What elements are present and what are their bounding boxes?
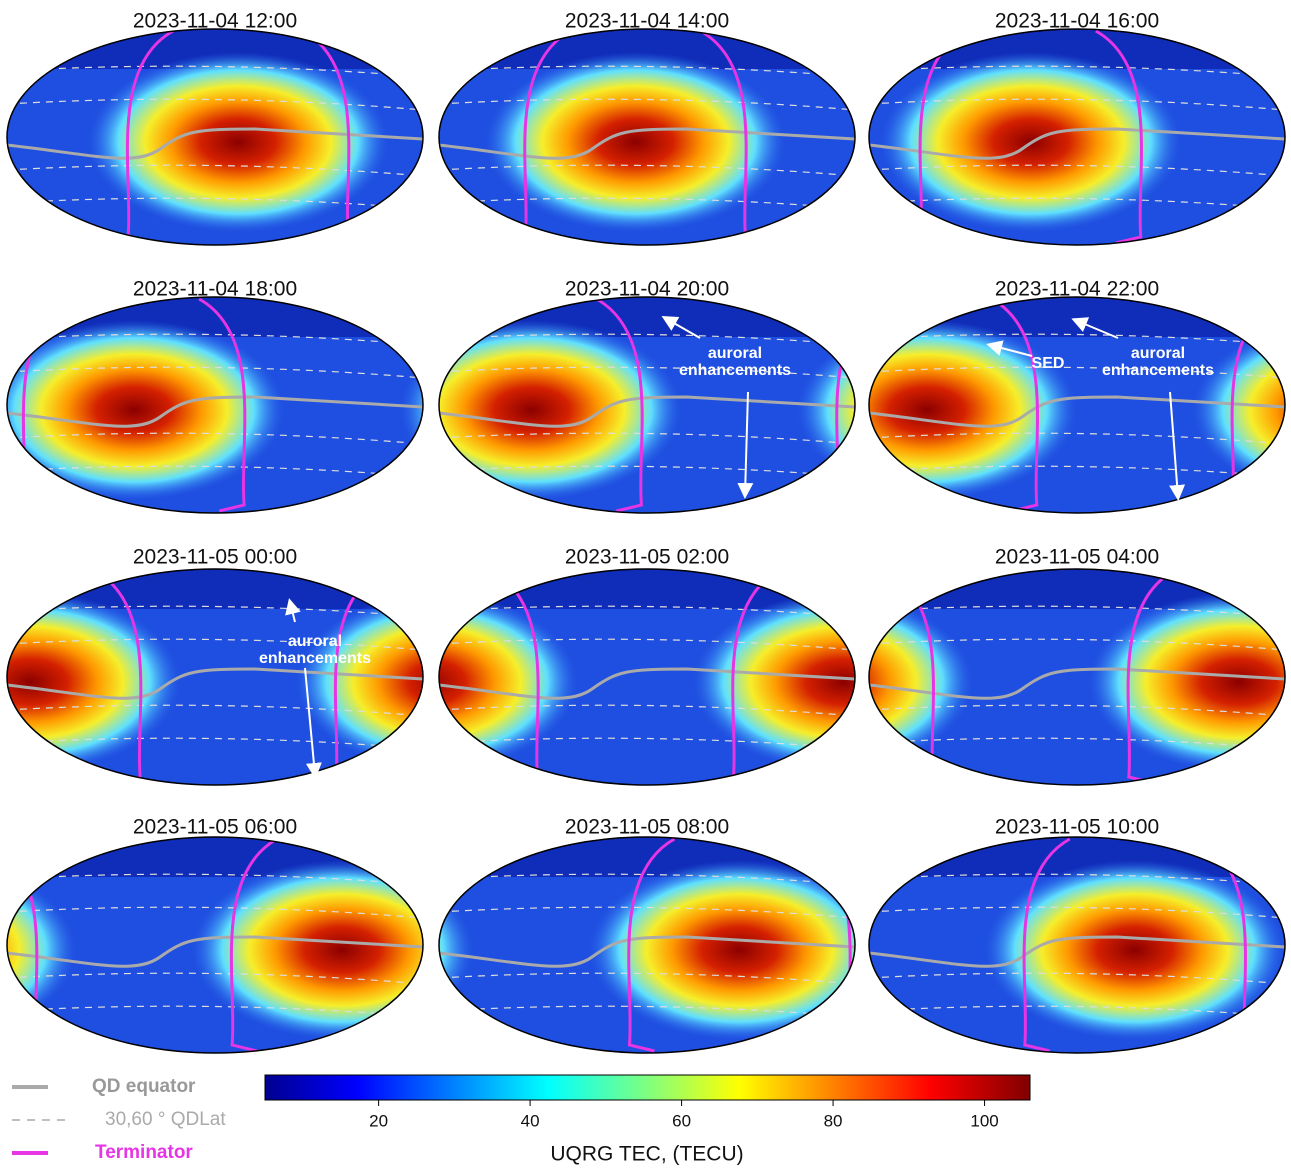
daylight: [485, 52, 785, 232]
annotation: auroral: [288, 633, 342, 650]
annotation: enhancements: [1102, 362, 1214, 379]
legend-label: 30,60 ° QDLat: [105, 1109, 226, 1130]
annotation: auroral: [708, 345, 762, 362]
annotation: enhancements: [259, 650, 371, 667]
annotation: enhancements: [679, 362, 791, 379]
figure: QD equator 30,60 ° QDLat Terminator UQRG…: [0, 0, 1291, 1170]
colorbar-tick-label: 40: [521, 1111, 540, 1130]
colorbar-tick-label: 20: [369, 1111, 388, 1130]
annotation: SED: [1032, 355, 1065, 372]
colorbar: [265, 1075, 1030, 1100]
legend-label: Terminator: [95, 1142, 193, 1163]
map-field: [0, 837, 492, 1053]
daylight: [381, 320, 681, 500]
colorbar-label: UQRG TEC, (TECU): [550, 1143, 743, 1166]
panel-title: 2023-11-05 06:00: [133, 816, 297, 839]
colorbar-tick-label: 100: [970, 1111, 998, 1130]
daylight: [88, 52, 388, 232]
panel-title: 2023-11-05 04:00: [995, 546, 1159, 569]
colorbar-tick-label: 80: [824, 1111, 843, 1130]
daylight: [589, 860, 889, 1040]
panel-title: 2023-11-05 10:00: [995, 816, 1159, 839]
legend: QD equator 30,60 ° QDLat Terminator: [12, 1076, 226, 1163]
map-panel: 2023-11-05 06:00: [0, 816, 492, 1053]
panel-title: 2023-11-05 02:00: [565, 546, 729, 569]
legend-label: QD equator: [92, 1076, 196, 1097]
colorbar-tick-label: 60: [672, 1111, 691, 1130]
annotation: auroral: [1131, 345, 1185, 362]
panel-title: 2023-11-05 00:00: [133, 546, 297, 569]
panel-title: 2023-11-05 08:00: [565, 816, 729, 839]
